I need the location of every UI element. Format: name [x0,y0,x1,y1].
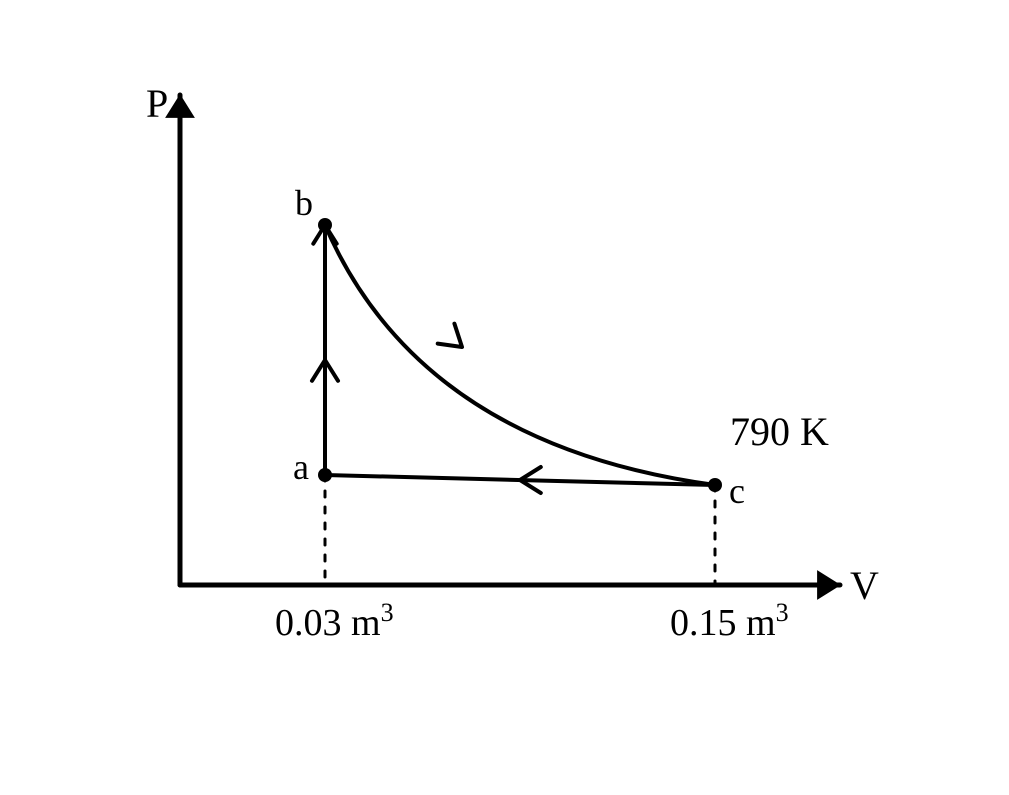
axis-label-v: V [850,563,879,608]
temperature-label: 790 K [730,409,829,454]
cycle-point [318,468,332,482]
process-bc [325,225,715,485]
cycle-point [708,478,722,492]
point-label-a: a [293,447,309,487]
pv-svg: P Va b c 790 K 0.03 m3 0.15 m3 [130,75,890,665]
tick-label-left: 0.03 m3 [275,598,394,644]
pv-diagram: P Va b c 790 K 0.03 m3 0.15 m3 [130,75,890,665]
axis-label-p: P [146,81,168,126]
point-label-c: c [729,471,745,511]
tick-label-right: 0.15 m3 [670,598,789,644]
cycle-point [318,218,332,232]
point-label-b: b [295,183,313,223]
